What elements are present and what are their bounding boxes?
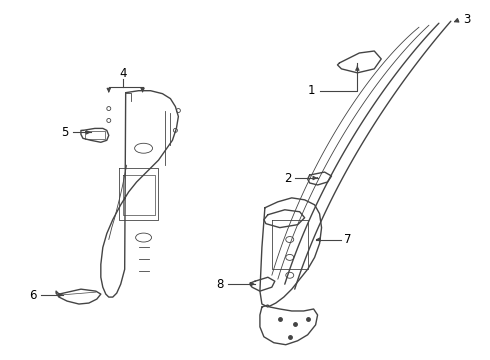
Text: 3: 3: [463, 13, 470, 26]
Text: 7: 7: [343, 233, 351, 246]
Text: 1: 1: [308, 84, 316, 97]
Text: 6: 6: [29, 289, 37, 302]
Text: 2: 2: [284, 171, 292, 185]
Text: 5: 5: [61, 126, 69, 139]
Text: 4: 4: [119, 67, 126, 80]
Text: 8: 8: [217, 278, 224, 291]
